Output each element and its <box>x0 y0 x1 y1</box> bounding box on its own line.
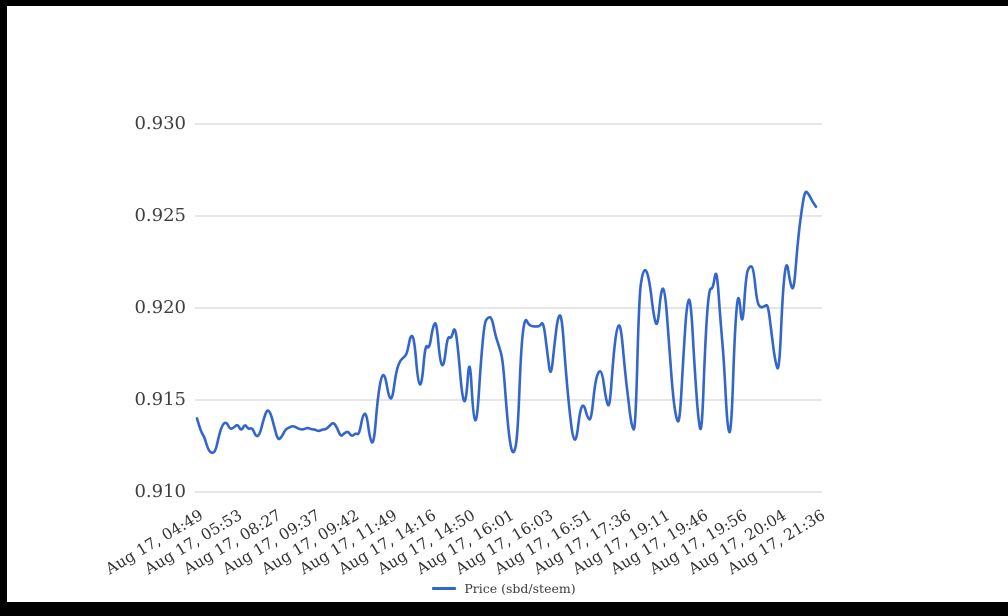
window-frame-top <box>0 0 1008 6</box>
y-axis-tick-label: 0.915 <box>134 389 186 410</box>
window-frame-left <box>0 0 7 616</box>
y-axis-tick-label: 0.910 <box>134 481 186 502</box>
legend[interactable]: Price (sbd/steem) <box>0 581 1008 596</box>
legend-line-swatch <box>432 587 457 590</box>
price-series-line[interactable] <box>195 190 818 455</box>
legend-series-label: Price (sbd/steem) <box>464 581 576 596</box>
window-frame-bottom <box>0 602 1008 616</box>
y-axis-tick-label: 0.920 <box>134 297 186 318</box>
y-axis-tick-label: 0.930 <box>134 113 186 134</box>
y-axis-tick-label: 0.925 <box>134 205 186 226</box>
